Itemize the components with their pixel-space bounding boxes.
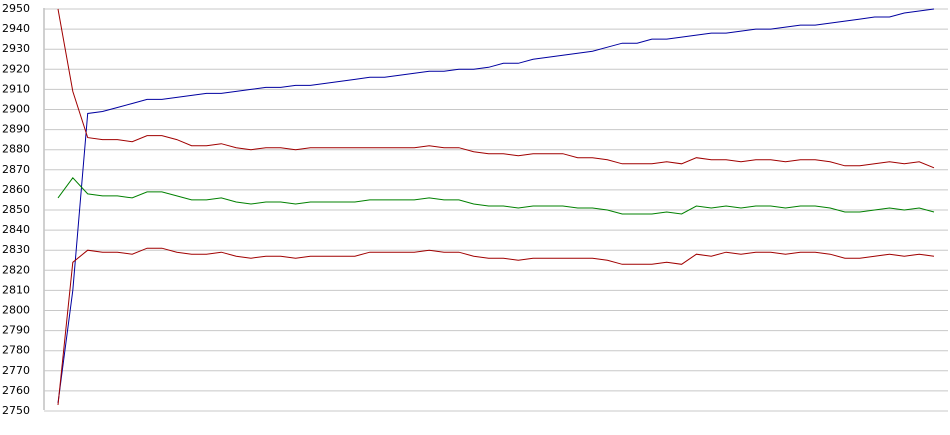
y-tick-label: 2830 — [2, 243, 30, 256]
y-tick-label: 2840 — [2, 223, 30, 236]
y-tick-label: 2930 — [2, 42, 30, 55]
y-tick-label: 2940 — [2, 22, 30, 35]
y-tick-label: 2780 — [2, 344, 30, 357]
y-tick-label: 2860 — [2, 183, 30, 196]
y-tick-label: 2880 — [2, 143, 30, 156]
y-tick-label: 2790 — [2, 324, 30, 337]
y-tick-label: 2810 — [2, 283, 30, 296]
y-tick-label: 2750 — [2, 404, 30, 417]
y-tick-label: 2820 — [2, 263, 30, 276]
y-tick-label: 2910 — [2, 82, 30, 95]
data-line — [57, 8, 935, 169]
data-line — [57, 8, 935, 404]
y-tick-label: 2900 — [2, 103, 30, 116]
data-line — [57, 177, 935, 215]
y-tick-label: 2870 — [2, 163, 30, 176]
y-tick-label: 2800 — [2, 304, 30, 317]
y-tick-label: 2890 — [2, 123, 30, 136]
y-tick-label: 2850 — [2, 203, 30, 216]
y-tick-label: 2760 — [2, 384, 30, 397]
y-tick-label: 2770 — [2, 364, 30, 377]
y-tick-label: 2920 — [2, 62, 30, 75]
y-tick-label: 2950 — [2, 2, 30, 15]
data-line — [57, 247, 935, 406]
